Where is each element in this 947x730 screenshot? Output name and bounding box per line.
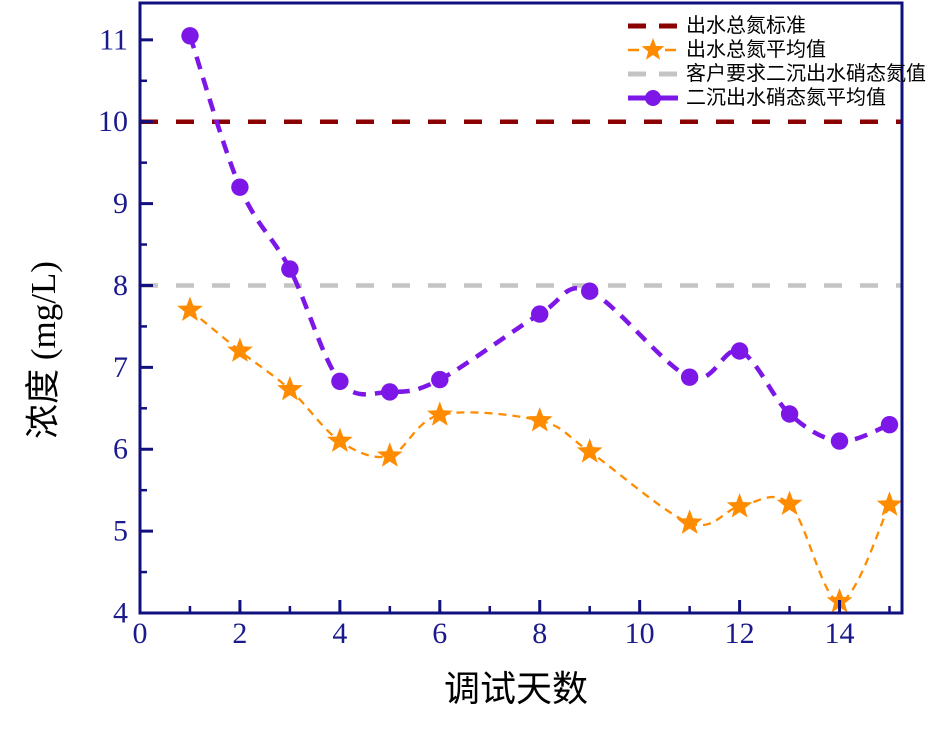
y-tick-label: 4: [113, 597, 128, 630]
y-tick-label: 11: [99, 23, 128, 56]
data-point-circle: [181, 27, 199, 45]
y-tick-label: 5: [113, 515, 128, 548]
data-point-star: [726, 493, 753, 518]
data-point-circle: [830, 432, 849, 450]
legend-label: 二沉出水硝态氮平均值: [686, 86, 886, 109]
legend-label: 客户要求二沉出水硝态氮值: [686, 62, 926, 85]
legend: 出水总氮标准 出水总氮平均值 客户要求二沉出水硝态氮值 二沉出水硝态氮平均值: [628, 14, 926, 109]
y-tick-label: 9: [113, 187, 128, 220]
data-point-circle: [730, 342, 749, 360]
data-point-star: [377, 442, 403, 467]
data-point-star: [227, 337, 253, 362]
x-tick-label: 4: [332, 617, 347, 650]
data-point-circle: [880, 416, 899, 434]
legend-key-circle: [645, 90, 661, 106]
data-point-circle: [531, 305, 549, 323]
data-point-star: [676, 509, 703, 534]
legend-key-orange-star-line: [628, 38, 678, 60]
data-point-star: [576, 438, 603, 463]
x-tick-label: 8: [532, 617, 547, 650]
legend-key-star: [641, 38, 665, 60]
data-point-circle: [231, 178, 249, 196]
y-axis-label: 浓度 (mg/L): [24, 261, 63, 439]
data-point-star: [876, 491, 903, 516]
legend-key-purple-circle-line: [628, 90, 678, 106]
data-point-circle: [281, 260, 299, 278]
data-point-circle: [780, 405, 799, 423]
x-tick-label: 2: [232, 617, 247, 650]
y-tick-label: 8: [113, 269, 128, 302]
legend-item-secondary-effluent-nitrate-average: 二沉出水硝态氮平均值: [628, 86, 886, 109]
x-tick-label: 14: [825, 617, 855, 650]
x-tick-label: 0: [133, 617, 148, 650]
plot-border: [138, 1, 904, 615]
data-point-star: [177, 296, 203, 321]
data-point-star: [427, 401, 453, 426]
data-point-star: [277, 376, 303, 401]
data-point-circle: [680, 368, 699, 386]
x-tick-label: 12: [725, 617, 755, 650]
data-point-circle: [581, 282, 599, 300]
x-tick-label: 10: [625, 617, 655, 650]
legend-label: 出水总氮平均值: [686, 38, 826, 61]
y-tick-label: 7: [113, 351, 128, 384]
plot-area: 0 2 4 6 8 10 12 14 4 5 6 7 8 9 10 11: [98, 1, 904, 650]
legend-item-effluent-tn-standard: 出水总氮标准: [628, 14, 806, 37]
legend-label: 出水总氮标准: [686, 14, 806, 37]
series-line-star: [189, 309, 891, 603]
data-point-circle: [331, 372, 349, 390]
y-tick-label: 10: [98, 105, 128, 138]
legend-item-effluent-tn-average: 出水总氮平均值: [628, 38, 826, 61]
data-point-star: [327, 427, 353, 452]
data-point-circle: [431, 370, 449, 389]
data-point-circle: [381, 383, 399, 401]
y-tick-label: 6: [113, 433, 128, 466]
x-tick-label: 6: [432, 617, 447, 650]
legend-item-customer-required-nitrate: 客户要求二沉出水硝态氮值: [628, 62, 926, 85]
data-point-star: [526, 407, 553, 432]
data-point-star: [776, 490, 803, 515]
x-axis-label: 调试天数: [444, 669, 588, 709]
